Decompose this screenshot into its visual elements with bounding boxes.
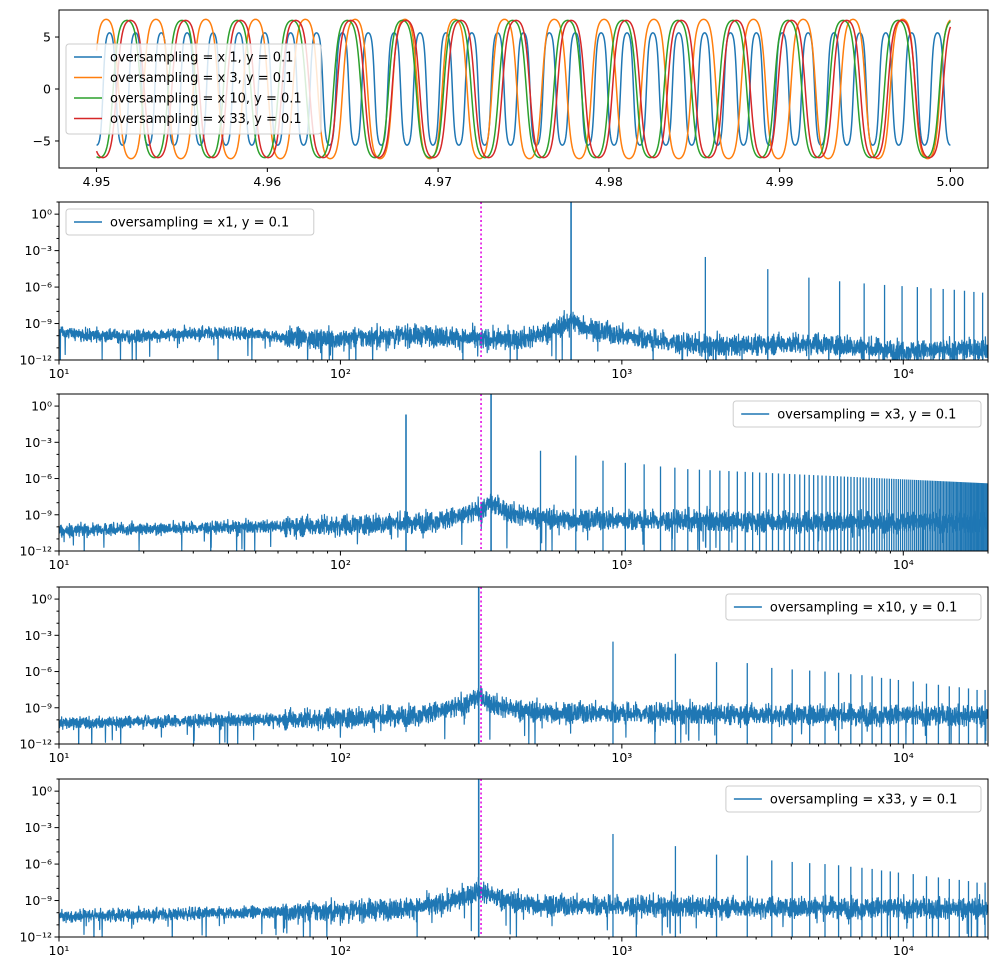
legend: oversampling = x33, y = 0.1 <box>725 785 982 813</box>
spectrum-plot-area <box>59 202 988 360</box>
y-tick-label: 10⁻⁹ <box>24 700 52 715</box>
x-tick-label: 4.97 <box>424 174 452 189</box>
spectrum-trace <box>59 310 988 360</box>
x-tick-label: 10⁴ <box>893 557 914 572</box>
legend: oversampling = x3, y = 0.1 <box>732 400 982 428</box>
x-tick-label: 4.95 <box>83 174 111 189</box>
spectrum-axes-4: 10¹ 10² 10³ 10⁴ 10⁻¹² 10⁻⁹ 10⁻⁶ 10⁻³ 10⁰ oversamp… <box>19 778 989 958</box>
spectrum-frame <box>58 201 989 361</box>
legend-entry: oversampling = x 3, y = 0.1 <box>110 71 293 86</box>
x-tick-label: 10⁴ <box>893 750 914 765</box>
y-tick-label: 10⁰ <box>31 207 52 222</box>
legend-box <box>65 43 322 135</box>
y-tick-label: 10⁻¹² <box>19 544 52 559</box>
y-tick-label: 10⁰ <box>31 592 52 607</box>
y-tick-label: 10⁻¹² <box>19 737 52 752</box>
legend-box <box>725 785 982 813</box>
spectrum-plot-area <box>59 394 988 551</box>
spectrum-axes-1: 10¹ 10² 10³ 10⁴ 10⁻¹² 10⁻⁹ 10⁻⁶ 10⁻³ 10⁰ oversamp… <box>19 201 989 381</box>
y-tick-label: 0 <box>43 82 51 97</box>
legend-entry: oversampling = x33, y = 0.1 <box>770 793 958 808</box>
y-tick-label: 10⁻⁹ <box>24 507 52 522</box>
y-tick-label: 10⁻⁶ <box>24 857 52 872</box>
legend-entry: oversampling = x1, y = 0.1 <box>110 216 289 231</box>
spectrum-frame <box>58 586 989 745</box>
x-tick-label: 10² <box>330 750 351 765</box>
y-tick-label: 10⁻³ <box>24 628 52 643</box>
spectrum-axes-3: 10¹ 10² 10³ 10⁴ 10⁻¹² 10⁻⁹ 10⁻⁶ 10⁻³ 10⁰ oversamp… <box>19 586 989 765</box>
series-line-3 <box>95 19 952 159</box>
y-tick-label: 10⁻⁹ <box>24 316 52 331</box>
spectrum-frame <box>58 778 989 938</box>
x-tick-label: 4.98 <box>595 174 623 189</box>
legend-entry: oversampling = x10, y = 0.1 <box>770 601 958 616</box>
y-tick-label: 10⁻¹² <box>19 353 52 368</box>
y-tick-label: 10⁰ <box>31 399 52 414</box>
legend: oversampling = x1, y = 0.1 <box>65 208 315 236</box>
y-tick-label: 10⁻⁶ <box>24 280 52 295</box>
x-tick-label: 10⁴ <box>893 943 914 958</box>
x-tick-label: 10³ <box>611 557 632 572</box>
x-tick-label: 10¹ <box>49 750 70 765</box>
x-tick-label: 10¹ <box>49 943 70 958</box>
y-tick-label: 10⁻⁶ <box>24 664 52 679</box>
x-tick-label: 10¹ <box>49 557 70 572</box>
x-tick-label: 10⁴ <box>893 366 914 381</box>
spectrum-plot-area <box>59 587 988 744</box>
legend-box <box>65 208 315 236</box>
y-tick-label: 10⁻³ <box>24 820 52 835</box>
legend: oversampling = x 1, y = 0.1 oversampling … <box>65 43 322 135</box>
x-tick-label: 10² <box>330 943 351 958</box>
time-domain-axes: 4.95 4.96 4.97 4.98 4.99 5.00 −5 0 5 oversampling… <box>33 9 989 189</box>
spectrum-trace <box>59 876 988 937</box>
legend: oversampling = x10, y = 0.1 <box>725 593 982 621</box>
legend-entry: oversampling = x 10, y = 0.1 <box>110 92 302 107</box>
time-domain-plot-area <box>95 18 952 160</box>
x-tick-label: 10² <box>330 557 351 572</box>
spectrum-trace <box>59 685 988 744</box>
legend-entry: oversampling = x3, y = 0.1 <box>777 408 956 423</box>
x-tick-label: 10² <box>330 366 351 381</box>
y-tick-label: −5 <box>33 133 51 148</box>
series-line-1 <box>95 18 951 160</box>
y-tick-label: 10⁰ <box>31 784 52 799</box>
spectrum-axes-2: 10¹ 10² 10³ 10⁴ 10⁻¹² 10⁻⁹ 10⁻⁶ 10⁻³ 10⁰ oversamp… <box>19 393 989 572</box>
x-tick-label: 10³ <box>611 750 632 765</box>
x-tick-label: 10¹ <box>49 366 70 381</box>
y-tick-label: 10⁻¹² <box>19 930 52 945</box>
x-tick-label: 4.96 <box>253 174 281 189</box>
legend-entry: oversampling = x 33, y = 0.1 <box>110 112 302 127</box>
x-tick-label: 10³ <box>611 366 632 381</box>
y-tick-label: 10⁻³ <box>24 243 52 258</box>
spectrum-frame <box>58 393 989 552</box>
x-tick-label: 4.99 <box>766 174 794 189</box>
x-tick-label: 5.00 <box>937 174 965 189</box>
spectrum-trace <box>59 493 988 551</box>
y-tick-label: 10⁻⁶ <box>24 471 52 486</box>
y-tick-label: 10⁻³ <box>24 435 52 450</box>
spectrum-plot-area <box>59 779 988 937</box>
legend-box <box>732 400 982 428</box>
legend-box <box>725 593 982 621</box>
legend-entry: oversampling = x 1, y = 0.1 <box>110 51 293 66</box>
x-tick-label: 10³ <box>611 943 632 958</box>
y-tick-label: 5 <box>43 30 51 45</box>
y-tick-label: 10⁻⁹ <box>24 893 52 908</box>
